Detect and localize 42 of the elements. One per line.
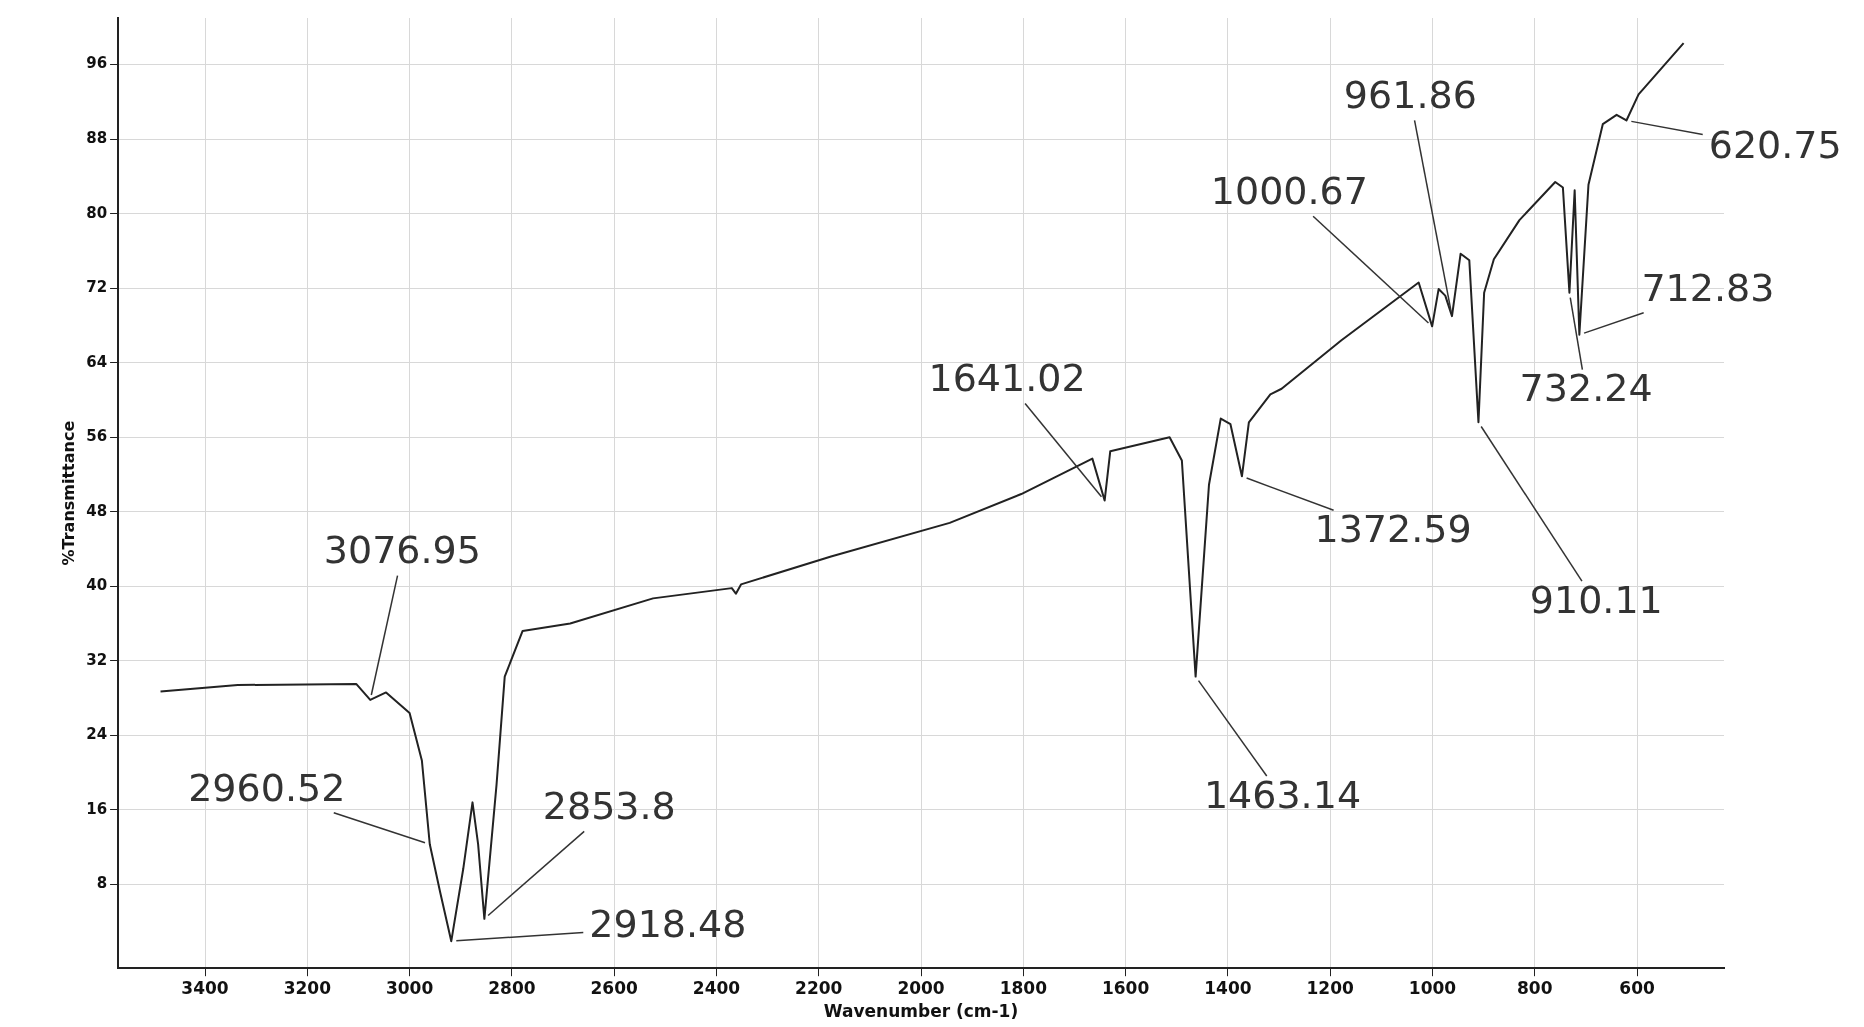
y-tick-label: 72 bbox=[86, 278, 108, 297]
x-tick-label: 1600 bbox=[1101, 977, 1150, 998]
y-tick-label: 40 bbox=[86, 576, 108, 595]
annotation: 1000.67 bbox=[1210, 169, 1368, 214]
annotation: 1463.14 bbox=[1203, 772, 1362, 817]
annotation: 620.75 bbox=[1708, 122, 1842, 167]
y-tick-label: 32 bbox=[86, 650, 108, 669]
y-tick-label: 8 bbox=[96, 874, 108, 893]
y-tick-label: 64 bbox=[86, 352, 108, 371]
x-tick-label: 3400 bbox=[181, 977, 229, 998]
y-tick-label: 48 bbox=[86, 501, 108, 520]
x-tick-label: 2400 bbox=[692, 977, 741, 998]
x-tick-label: 1800 bbox=[999, 977, 1048, 998]
x-tick-label: 3200 bbox=[283, 977, 332, 998]
y-tick-label: 88 bbox=[86, 128, 108, 147]
x-tick-label: 2600 bbox=[590, 977, 638, 998]
x-tick-label: 800 bbox=[1517, 977, 1553, 998]
x-tick-label: 2800 bbox=[488, 977, 536, 998]
y-axis-title: %Transmittance bbox=[58, 420, 78, 566]
x-tick-label: 2000 bbox=[897, 977, 945, 998]
x-tick-label: 600 bbox=[1619, 977, 1655, 998]
annotation: 3076.95 bbox=[323, 528, 481, 573]
annotation: 2918.48 bbox=[589, 901, 747, 946]
annotation: 732.24 bbox=[1519, 366, 1653, 411]
annotation: 712.83 bbox=[1641, 265, 1775, 310]
y-tick-label: 24 bbox=[86, 725, 108, 744]
x-tick-label: 1200 bbox=[1306, 977, 1355, 998]
annotation: 1641.02 bbox=[928, 356, 1086, 401]
annotation: 961.86 bbox=[1343, 73, 1477, 118]
x-tick-label: 1000 bbox=[1408, 977, 1457, 998]
y-tick-label: 16 bbox=[86, 799, 108, 818]
x-axis-title: Wavenumber (cm-1) bbox=[823, 1001, 1019, 1022]
annotation: 2960.52 bbox=[188, 765, 346, 810]
y-tick-label: 56 bbox=[86, 427, 108, 446]
x-tick-label: 1400 bbox=[1204, 977, 1252, 998]
x-tick-label: 2200 bbox=[795, 977, 843, 998]
y-tick-label: 96 bbox=[86, 54, 108, 73]
annotation: 2853.8 bbox=[542, 784, 676, 829]
annotation: 1372.59 bbox=[1314, 507, 1472, 552]
annotation: 910.11 bbox=[1529, 578, 1663, 623]
y-tick-label: 80 bbox=[86, 203, 108, 222]
x-tick-label: 3000 bbox=[385, 977, 434, 998]
